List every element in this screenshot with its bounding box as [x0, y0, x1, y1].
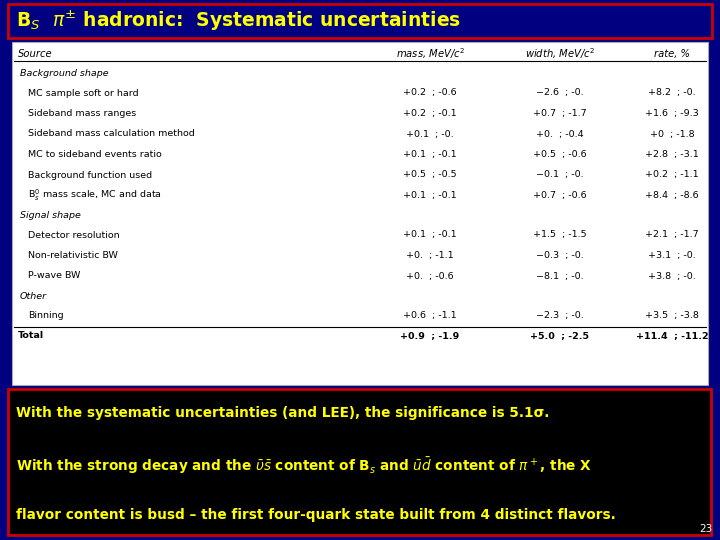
Text: +0.5  ; -0.6: +0.5 ; -0.6 — [534, 150, 587, 159]
Text: +8.2  ; -0.: +8.2 ; -0. — [648, 89, 696, 98]
Text: +0  ; -1.8: +0 ; -1.8 — [649, 130, 694, 138]
Text: P-wave BW: P-wave BW — [28, 272, 81, 280]
FancyBboxPatch shape — [12, 42, 708, 385]
Text: +0.  ; -1.1: +0. ; -1.1 — [406, 251, 454, 260]
Text: +0.5  ; -0.5: +0.5 ; -0.5 — [403, 171, 456, 179]
Text: With the systematic uncertainties (and LEE), the significance is 5.1σ.: With the systematic uncertainties (and L… — [16, 406, 549, 420]
Text: +0.7  ; -1.7: +0.7 ; -1.7 — [534, 109, 587, 118]
FancyBboxPatch shape — [8, 4, 712, 38]
Text: +0.2  ; -0.6: +0.2 ; -0.6 — [403, 89, 456, 98]
Text: Sideband mass ranges: Sideband mass ranges — [28, 109, 136, 118]
Text: +0.1  ; -0.1: +0.1 ; -0.1 — [403, 231, 456, 240]
FancyBboxPatch shape — [8, 389, 711, 535]
Text: +1.6  ; -9.3: +1.6 ; -9.3 — [645, 109, 699, 118]
Text: 23: 23 — [698, 524, 712, 534]
Text: +0.1  ; -0.: +0.1 ; -0. — [406, 130, 454, 138]
Text: Source: Source — [18, 49, 53, 59]
Text: Background shape: Background shape — [20, 70, 109, 78]
Text: −8.1  ; -0.: −8.1 ; -0. — [536, 272, 584, 280]
Text: Other: Other — [20, 292, 47, 301]
Text: rate, %: rate, % — [654, 49, 690, 59]
Text: +3.5  ; -3.8: +3.5 ; -3.8 — [645, 311, 699, 320]
Text: +0.2  ; -1.1: +0.2 ; -1.1 — [645, 171, 699, 179]
Text: +0.9  ; -1.9: +0.9 ; -1.9 — [400, 332, 459, 341]
Text: Sideband mass calculation method: Sideband mass calculation method — [28, 130, 194, 138]
Text: flavor content is busd – the first four-quark state built from 4 distinct flavor: flavor content is busd – the first four-… — [16, 508, 616, 522]
Text: Background function used: Background function used — [28, 171, 152, 179]
Text: +0.  ; -0.4: +0. ; -0.4 — [536, 130, 584, 138]
Text: +0.1  ; -0.1: +0.1 ; -0.1 — [403, 191, 456, 200]
Text: MC to sideband events ratio: MC to sideband events ratio — [28, 150, 162, 159]
Text: mass, MeV/c$^2$: mass, MeV/c$^2$ — [395, 46, 464, 62]
Text: Binning: Binning — [28, 311, 63, 320]
Text: +2.8  ; -3.1: +2.8 ; -3.1 — [645, 150, 699, 159]
Text: −0.3  ; -0.: −0.3 ; -0. — [536, 251, 584, 260]
Text: Non-relativistic BW: Non-relativistic BW — [28, 251, 118, 260]
Text: MC sample soft or hard: MC sample soft or hard — [28, 89, 139, 98]
Text: +1.5  ; -1.5: +1.5 ; -1.5 — [534, 231, 587, 240]
Text: Signal shape: Signal shape — [20, 212, 81, 220]
Text: +0.7  ; -0.6: +0.7 ; -0.6 — [534, 191, 587, 200]
Text: Detector resolution: Detector resolution — [28, 231, 120, 240]
Text: +0.6  ; -1.1: +0.6 ; -1.1 — [403, 311, 456, 320]
Text: width, MeV/c$^2$: width, MeV/c$^2$ — [525, 46, 595, 62]
Text: Total: Total — [18, 332, 44, 341]
Text: With the strong decay and the $\bar{\upsilon}\bar{s}$ content of B$_s$ and $\bar: With the strong decay and the $\bar{\ups… — [16, 456, 592, 476]
Text: +11.4  ; -11.2: +11.4 ; -11.2 — [636, 332, 708, 341]
Text: −2.6  ; -0.: −2.6 ; -0. — [536, 89, 584, 98]
Text: −0.1  ; -0.: −0.1 ; -0. — [536, 171, 584, 179]
Text: +5.0  ; -2.5: +5.0 ; -2.5 — [531, 332, 590, 341]
Text: B$_S$  $\pi^{\pm}$ hadronic:  Systematic uncertainties: B$_S$ $\pi^{\pm}$ hadronic: Systematic u… — [16, 9, 461, 33]
Text: +2.1  ; -1.7: +2.1 ; -1.7 — [645, 231, 699, 240]
Text: +0.2  ; -0.1: +0.2 ; -0.1 — [403, 109, 456, 118]
Text: +0.1  ; -0.1: +0.1 ; -0.1 — [403, 150, 456, 159]
Text: +0.  ; -0.6: +0. ; -0.6 — [406, 272, 454, 280]
Text: +8.4  ; -8.6: +8.4 ; -8.6 — [645, 191, 699, 200]
Text: B$^0_s$ mass scale, MC and data: B$^0_s$ mass scale, MC and data — [28, 188, 162, 203]
Text: −2.3  ; -0.: −2.3 ; -0. — [536, 311, 584, 320]
Text: +3.8  ; -0.: +3.8 ; -0. — [648, 272, 696, 280]
Text: +3.1  ; -0.: +3.1 ; -0. — [648, 251, 696, 260]
